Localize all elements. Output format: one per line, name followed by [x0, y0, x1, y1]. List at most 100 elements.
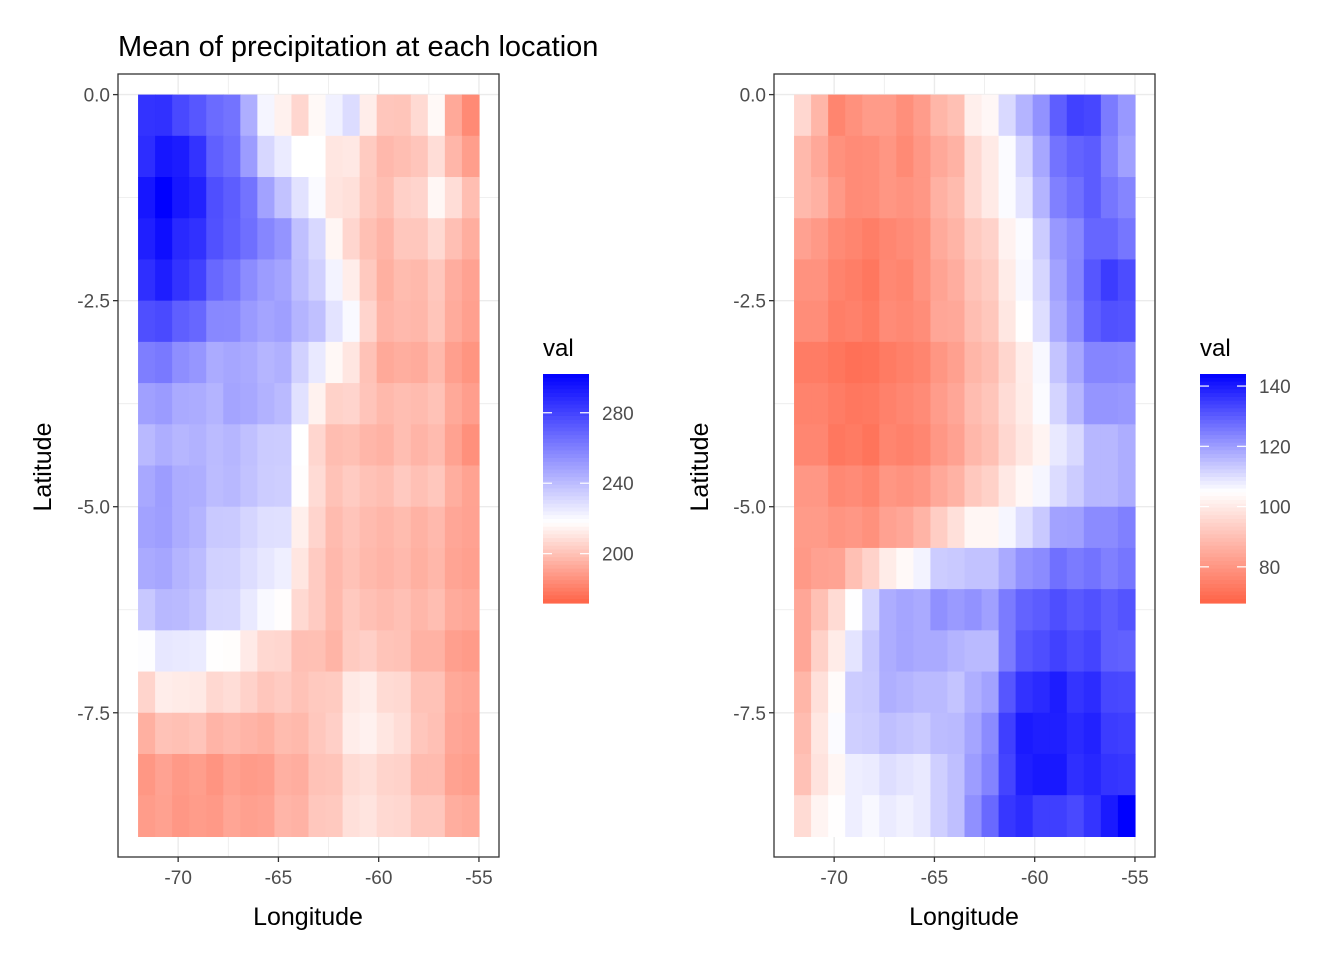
heatmap-cell	[461, 795, 480, 837]
heatmap-cell	[274, 383, 293, 425]
heatmap-cell	[359, 177, 378, 219]
heatmap-cell	[325, 424, 344, 467]
heatmap-cell	[308, 94, 327, 137]
y-tick-label: -2.5	[77, 292, 110, 313]
heatmap-cell	[410, 753, 429, 796]
legend-gradient-step	[1200, 503, 1246, 509]
heatmap-cell	[930, 135, 949, 178]
heatmap-cell	[811, 259, 829, 302]
legend-gradient-step	[1200, 484, 1246, 490]
heatmap-cell	[794, 383, 812, 425]
heatmap-cell	[138, 630, 156, 673]
heatmap-cell	[845, 177, 863, 219]
heatmap-cell	[1032, 177, 1051, 219]
heatmap-cell	[461, 753, 480, 796]
heatmap-cell	[325, 589, 344, 631]
heatmap-cell	[845, 135, 863, 178]
y-axis-title: Latitude	[29, 423, 57, 512]
legend-gradient-step	[543, 576, 589, 581]
heatmap-cell	[342, 671, 361, 714]
heatmap-cell	[862, 671, 880, 714]
legend-gradient-step	[1200, 496, 1246, 501]
x-axis-title: Longitude	[909, 903, 1019, 931]
legend-gradient-step	[1200, 473, 1246, 478]
heatmap-cell	[981, 135, 1000, 178]
heatmap-cell	[240, 630, 258, 673]
heatmap-cell	[172, 671, 190, 714]
heatmap-cell	[1083, 795, 1102, 837]
legend-gradient-step	[543, 526, 589, 532]
heatmap-cell	[1049, 589, 1068, 631]
heatmap-cell	[206, 795, 224, 837]
heatmap-cell	[325, 630, 344, 673]
heatmap-cell	[393, 300, 412, 343]
heatmap-cell	[794, 218, 812, 261]
heatmap-cell	[189, 135, 207, 178]
heatmap-cell	[189, 465, 207, 508]
heatmap-cell	[845, 218, 863, 261]
heatmap-cell	[274, 753, 293, 796]
heatmap-cell	[845, 259, 863, 302]
heatmap-cell	[930, 177, 949, 219]
heatmap-cell	[444, 547, 463, 590]
heatmap-cell	[291, 547, 310, 590]
y-axis-ticks: 0.0 -2.5 -5.0 -7.5	[77, 86, 118, 725]
legend-gradient-step	[543, 450, 589, 455]
heatmap-cell	[964, 547, 983, 590]
heatmap-cell	[1083, 547, 1102, 590]
heatmap-cell	[393, 177, 412, 219]
heatmap-cell	[794, 424, 812, 467]
heatmap-cell	[138, 341, 156, 384]
heatmap-cell	[291, 671, 310, 714]
y-tick-label: -7.5	[77, 704, 110, 725]
heatmap-cell	[376, 589, 395, 631]
heatmap-cell	[811, 465, 829, 508]
legend-gradient-step	[1200, 595, 1246, 600]
heatmap-cell	[1049, 383, 1068, 425]
heatmap-cell	[240, 506, 258, 549]
heatmap-cell	[794, 630, 812, 673]
heatmap-cell	[138, 424, 156, 467]
heatmap-cell	[879, 547, 897, 590]
heatmap-cell	[845, 712, 863, 755]
heatmap-cell	[879, 712, 897, 755]
heatmap-cell	[981, 259, 1000, 302]
heatmap-cell	[981, 589, 1000, 631]
heatmap-cell	[325, 259, 344, 302]
heatmap-cell	[828, 259, 846, 302]
legend-gradient-step	[1200, 393, 1246, 398]
heatmap-cell	[257, 465, 276, 508]
heatmap-cell	[274, 589, 293, 631]
heatmap-cell	[1100, 383, 1119, 425]
heatmap-cell	[862, 753, 880, 796]
heatmap-cell	[325, 465, 344, 508]
legend-gradient-step	[1200, 415, 1246, 421]
heatmap-cell	[1083, 218, 1102, 261]
heatmap-cell	[1083, 671, 1102, 714]
legend-gradient-step	[543, 538, 589, 543]
heatmap-cell	[308, 712, 327, 755]
heatmap-cell	[274, 547, 293, 590]
heatmap-cell	[981, 547, 1000, 590]
legend-gradient-step	[1200, 438, 1246, 444]
heatmap-cell	[1083, 712, 1102, 755]
legend-gradient-step	[1200, 408, 1246, 413]
legend-gradient-step	[1200, 507, 1246, 512]
heatmap-cell	[461, 589, 480, 631]
heatmap-cell	[223, 135, 241, 178]
heatmap-cell	[1032, 547, 1051, 590]
legend-gradient-step	[543, 404, 589, 409]
heatmap-cell	[376, 424, 395, 467]
heatmap-cell	[206, 753, 224, 796]
heatmap-cell	[291, 753, 310, 796]
heatmap-cell	[410, 341, 429, 384]
heatmap-cell	[896, 341, 914, 384]
heatmap-cell	[325, 94, 344, 137]
heatmap-cell	[1100, 218, 1119, 261]
heatmap-cell	[1066, 671, 1085, 714]
heatmap-cell	[1066, 753, 1085, 796]
heatmap-cell	[1015, 795, 1034, 837]
legend-gradient-step	[543, 454, 589, 459]
x-tick-label: -55	[1121, 868, 1148, 889]
